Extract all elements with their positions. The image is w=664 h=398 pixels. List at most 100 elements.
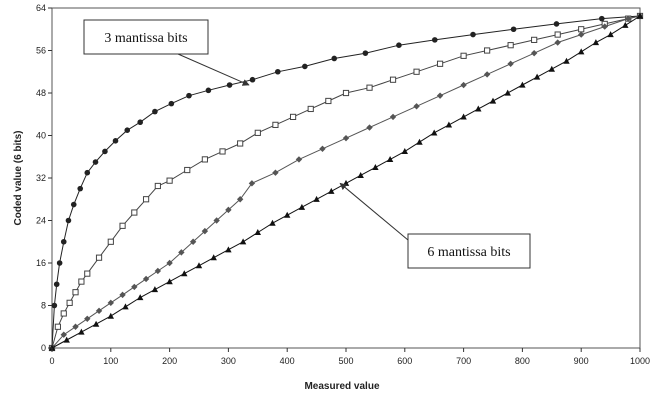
annotation-1: 3 mantissa bits (83, 19, 250, 86)
x-tick-label: 300 (221, 356, 236, 366)
x-tick-label: 800 (515, 356, 530, 366)
data-point (92, 320, 100, 327)
data-point (362, 50, 369, 56)
data-point (201, 156, 208, 163)
data-point (119, 291, 126, 299)
data-point (84, 169, 91, 176)
data-point (181, 270, 188, 277)
x-tick-label: 600 (397, 356, 412, 366)
data-point (225, 246, 232, 253)
data-point (249, 76, 256, 83)
data-point (554, 39, 561, 46)
annotation-label: 3 mantissa bits (104, 31, 187, 46)
y-tick-label: 8 (41, 301, 46, 311)
data-point (470, 31, 476, 38)
data-point (92, 159, 99, 165)
data-point (396, 42, 402, 48)
data-point (372, 163, 379, 170)
data-point (60, 238, 67, 245)
data-point (319, 145, 326, 152)
data-point (53, 281, 60, 288)
x-tick-label: 700 (456, 356, 471, 366)
data-point (166, 278, 173, 285)
data-point (51, 302, 58, 309)
data-point (460, 113, 467, 120)
data-point (131, 209, 138, 216)
data-point (484, 47, 491, 54)
data-point (625, 15, 632, 22)
data-point (189, 238, 197, 245)
x-tick-label: 100 (103, 356, 118, 366)
data-point (548, 65, 555, 72)
data-point (366, 84, 373, 91)
data-point (325, 97, 332, 105)
data-point (65, 217, 72, 224)
data-point (342, 134, 350, 142)
data-point (186, 92, 192, 99)
data-point (460, 81, 467, 89)
data-point (178, 249, 185, 256)
y-tick-label: 24 (36, 216, 46, 226)
data-point (607, 31, 614, 38)
data-point (107, 312, 114, 319)
data-point (289, 113, 297, 121)
data-point (66, 299, 73, 306)
data-point (531, 36, 538, 43)
data-point (598, 15, 605, 22)
data-point (107, 238, 114, 245)
data-point (269, 219, 276, 226)
data-point (72, 289, 79, 296)
data-point (107, 299, 114, 307)
data-point (272, 169, 279, 176)
series-4 (48, 12, 644, 351)
data-point (553, 21, 560, 27)
data-point (78, 328, 85, 335)
data-point (274, 68, 281, 75)
data-point (237, 140, 244, 147)
data-point (95, 254, 103, 261)
data-point (63, 336, 70, 343)
data-point (489, 97, 497, 104)
data-point (530, 49, 538, 57)
annotation-arrow (339, 182, 409, 241)
annotation-box (83, 19, 209, 55)
data-point (475, 105, 482, 112)
data-point (168, 100, 175, 107)
x-axis-title: Measured value (304, 381, 379, 392)
data-point (483, 71, 491, 78)
data-point (342, 179, 350, 186)
data-point (389, 76, 397, 83)
data-point (142, 196, 150, 203)
x-tick-label: 900 (574, 356, 589, 366)
data-point (510, 26, 517, 33)
data-point (342, 89, 350, 97)
data-point (284, 211, 291, 218)
data-point (636, 12, 644, 19)
data-point (77, 185, 84, 192)
data-point (84, 315, 91, 322)
data-point (436, 92, 444, 99)
data-point (413, 103, 420, 110)
x-tick-label: 400 (280, 356, 295, 366)
data-point (386, 156, 394, 163)
data-point (213, 217, 220, 224)
data-point (331, 55, 338, 62)
data-point (166, 259, 173, 267)
data-point (533, 73, 541, 80)
data-point (72, 323, 79, 330)
data-point (60, 331, 67, 338)
data-point (248, 180, 256, 187)
data-point (413, 68, 420, 75)
data-point (154, 267, 162, 275)
data-point (152, 108, 158, 115)
data-point (226, 82, 233, 88)
data-point (142, 275, 150, 283)
data-point (95, 307, 103, 315)
data-point (431, 129, 438, 136)
data-point (137, 294, 144, 301)
series-layer (48, 12, 644, 352)
data-point (328, 187, 335, 194)
data-point (313, 195, 320, 202)
data-point (124, 127, 131, 133)
